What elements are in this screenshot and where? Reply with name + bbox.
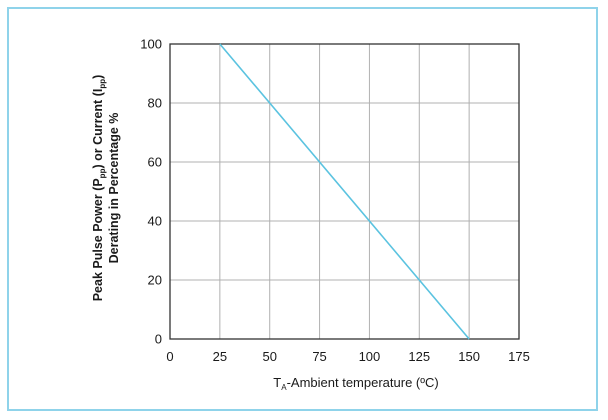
y-tick-labels: 0 20 40 60 80 100 bbox=[140, 37, 162, 347]
y-tick-label: 40 bbox=[148, 214, 162, 229]
y-tick-label: 20 bbox=[148, 273, 162, 288]
y-axis-label-part-4: pp bbox=[98, 79, 107, 89]
x-axis-label-subscript: A bbox=[281, 383, 287, 392]
x-tick-label: 175 bbox=[508, 349, 530, 364]
y-axis-label-part-2: pp bbox=[98, 168, 107, 178]
plot-border bbox=[169, 43, 520, 340]
chart-frame bbox=[7, 7, 598, 411]
y-axis-label-line2: Derating in Percentage % bbox=[107, 113, 121, 264]
x-axis-label: TA-Ambient temperature (ºC) bbox=[273, 375, 438, 392]
x-tick-label: 75 bbox=[312, 349, 326, 364]
grid-layer bbox=[170, 44, 519, 339]
x-tick-label: 100 bbox=[359, 349, 381, 364]
x-tick-label: 25 bbox=[213, 349, 227, 364]
y-tick-label: 0 bbox=[155, 332, 162, 347]
x-axis-label-suffix: -Ambient temperature (ºC) bbox=[287, 375, 439, 390]
y-tick-label: 60 bbox=[148, 155, 162, 170]
x-tick-label: 0 bbox=[166, 349, 173, 364]
x-tick-label: 50 bbox=[262, 349, 276, 364]
y-axis-label-part-1: Peak Pulse Power (P bbox=[91, 178, 105, 301]
series-line bbox=[219, 43, 470, 340]
y-axis-label-part-3: ) or Current (I bbox=[91, 89, 105, 169]
series-layer bbox=[219, 43, 470, 340]
y-axis-label: Peak Pulse Power (Ppp) or Current (Ipp) … bbox=[91, 75, 121, 302]
x-tick-label: 125 bbox=[408, 349, 430, 364]
y-tick-label: 80 bbox=[148, 96, 162, 111]
x-axis-label-prefix: T bbox=[273, 375, 281, 390]
y-axis-label-line1: Peak Pulse Power (Ppp) or Current (Ipp) bbox=[91, 75, 107, 302]
x-tick-labels: 0 25 50 75 100 125 150 175 bbox=[166, 349, 529, 364]
y-axis-label-part-5: ) bbox=[91, 75, 105, 79]
x-tick-label: 150 bbox=[458, 349, 480, 364]
y-tick-label: 100 bbox=[140, 37, 162, 52]
